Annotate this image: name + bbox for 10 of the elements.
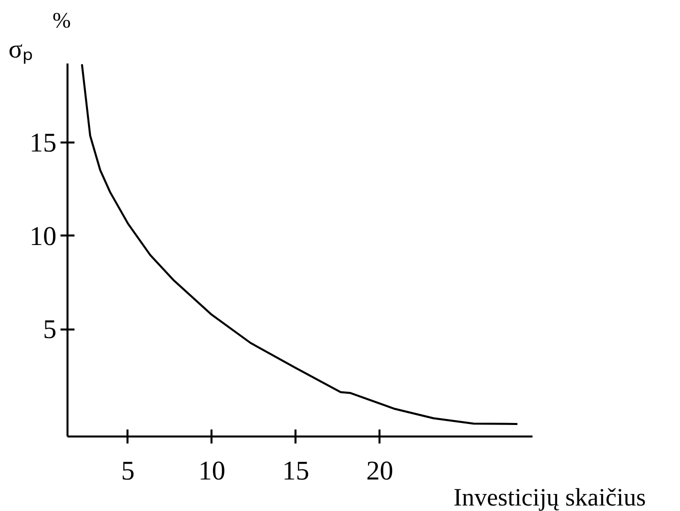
line-series bbox=[80, 64, 518, 426]
y-tick-label: 15 bbox=[30, 128, 56, 158]
y-tick-label: 5 bbox=[43, 314, 56, 344]
x-tick-label: 10 bbox=[198, 456, 226, 486]
x-axis-title: Investicijų skaičius bbox=[454, 484, 646, 511]
y-axis-title: σₚ % bbox=[8, 8, 71, 64]
x-tick-label: 20 bbox=[366, 456, 394, 486]
x-tick-label: 5 bbox=[121, 456, 135, 486]
y-tick-label: 10 bbox=[30, 220, 56, 251]
x-tick-label: 15 bbox=[282, 456, 310, 486]
